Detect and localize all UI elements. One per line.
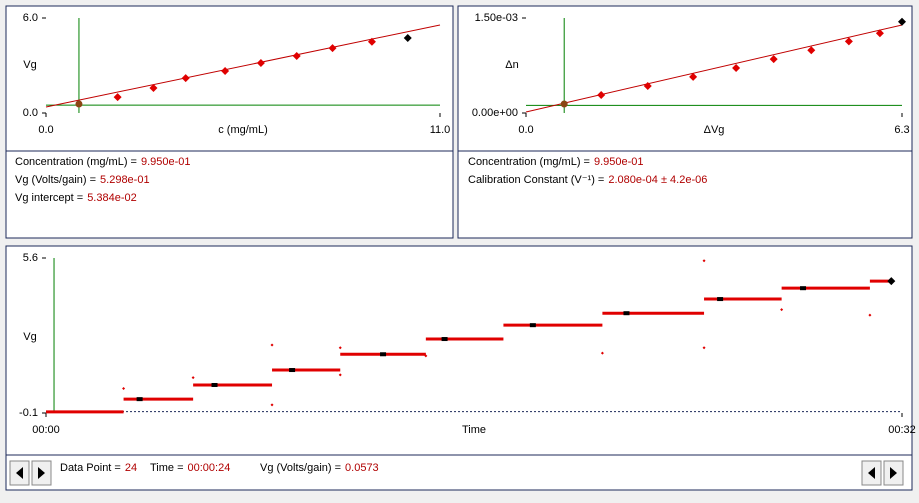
point xyxy=(643,82,652,91)
point xyxy=(367,37,376,46)
vg-label: Vg (Volts/gain) = xyxy=(260,462,341,474)
x-tick-label: 0.0 xyxy=(518,124,533,136)
average xyxy=(136,397,143,402)
info-label: Calibration Constant (V⁻¹) = xyxy=(468,174,604,186)
y-tick-label: 5.6 xyxy=(23,252,38,264)
outlier xyxy=(702,346,706,350)
fit-line xyxy=(525,24,903,113)
average xyxy=(380,352,387,357)
average xyxy=(623,311,630,316)
outlier xyxy=(868,313,872,317)
first-point xyxy=(75,100,83,108)
x-tick-label: 6.3 xyxy=(894,124,909,136)
panel xyxy=(5,5,454,239)
outlier xyxy=(338,346,342,350)
info-value: 9.950e-01 xyxy=(141,156,191,168)
point xyxy=(181,74,190,83)
y-axis-label: Vg xyxy=(23,331,36,343)
average xyxy=(800,286,807,291)
data-point-label: Data Point = xyxy=(60,462,121,474)
point xyxy=(689,72,698,81)
point xyxy=(113,93,122,102)
panel xyxy=(5,245,913,491)
point xyxy=(875,29,884,38)
info-value: 9.950e-01 xyxy=(594,156,644,168)
point xyxy=(256,58,265,67)
y-axis-label: Vg xyxy=(23,59,36,71)
y-tick-label: 0.00e+00 xyxy=(472,107,518,119)
average xyxy=(289,368,296,373)
average xyxy=(211,382,218,387)
nav-button[interactable] xyxy=(31,460,52,486)
y-tick-label: 6.0 xyxy=(23,12,38,24)
data-point-value: 24 xyxy=(125,462,137,474)
info-label: Vg (Volts/gain) = xyxy=(15,174,96,186)
outlier xyxy=(780,308,784,312)
last-point xyxy=(887,277,896,286)
time-value: 00:00:24 xyxy=(188,462,231,474)
y-tick-label: -0.1 xyxy=(19,407,38,419)
point xyxy=(292,52,301,60)
point xyxy=(221,67,230,76)
last-point xyxy=(898,17,906,26)
outlier xyxy=(600,351,604,355)
point xyxy=(732,64,741,73)
info-label: Concentration (mg/mL) = xyxy=(15,156,137,168)
info-value: 2.080e-04 ± 4.2e-06 xyxy=(608,174,707,186)
average xyxy=(529,323,536,328)
fit-line xyxy=(45,24,441,108)
x-tick-label: 11.0 xyxy=(430,124,451,136)
average xyxy=(441,337,448,342)
point xyxy=(769,55,778,64)
point xyxy=(844,37,853,46)
outlier xyxy=(122,387,126,391)
outlier xyxy=(338,373,342,377)
vg-value: 0.0573 xyxy=(345,462,379,474)
outlier xyxy=(702,259,706,263)
y-axis-label: Δn xyxy=(505,59,518,71)
outlier xyxy=(270,343,274,347)
point xyxy=(328,44,337,53)
x-axis-label: ΔVg xyxy=(704,124,725,136)
x-tick-label: 00:00 xyxy=(32,424,60,436)
info-value: 5.384e-02 xyxy=(87,192,137,204)
panel xyxy=(457,5,913,239)
point xyxy=(807,46,816,55)
y-tick-label: 0.0 xyxy=(23,107,38,119)
point xyxy=(149,83,158,92)
average xyxy=(717,297,724,302)
x-tick-label: 0.0 xyxy=(38,124,53,136)
nav-button[interactable] xyxy=(861,460,882,486)
point xyxy=(597,91,606,100)
first-point xyxy=(560,100,568,108)
outlier xyxy=(270,403,274,407)
x-axis-label: c (mg/mL) xyxy=(218,124,268,136)
y-tick-label: 1.50e-03 xyxy=(475,12,518,24)
outlier xyxy=(424,354,428,358)
info-label: Concentration (mg/mL) = xyxy=(468,156,590,168)
outlier xyxy=(191,376,195,380)
last-point xyxy=(403,33,412,42)
info-label: Vg intercept = xyxy=(15,192,83,204)
nav-button[interactable] xyxy=(883,460,904,486)
x-tick-label: 00:32 xyxy=(888,424,916,436)
time-label: Time = xyxy=(150,462,184,474)
info-value: 5.298e-01 xyxy=(100,174,150,186)
x-axis-label: Time xyxy=(462,424,486,436)
nav-button[interactable] xyxy=(9,460,30,486)
